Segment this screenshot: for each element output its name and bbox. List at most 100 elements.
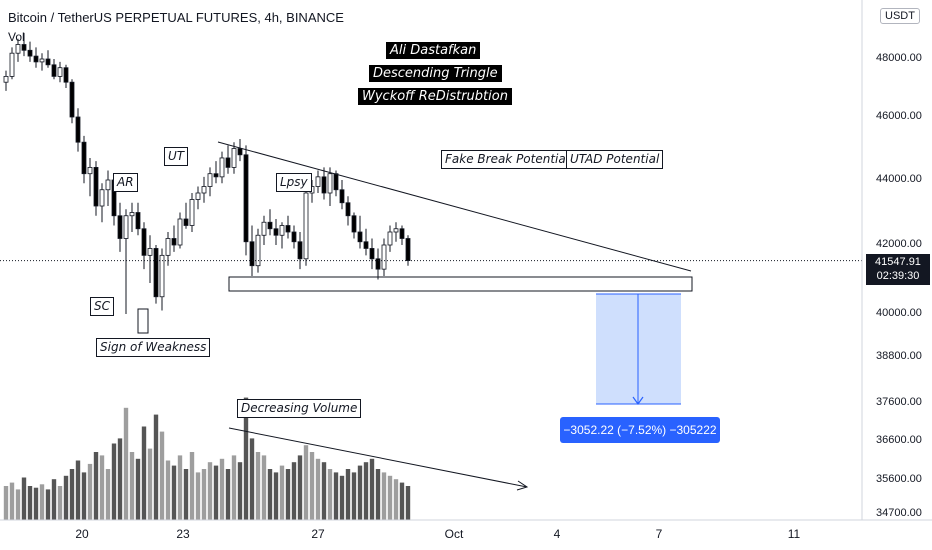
candle-body	[87, 166, 93, 175]
candle-body	[375, 258, 381, 270]
volume-bar	[231, 455, 237, 520]
candles-layer	[3, 32, 411, 314]
volume-bar	[225, 469, 231, 520]
candle-body	[357, 231, 363, 243]
volume-bar	[207, 462, 213, 520]
candle-body	[261, 221, 267, 236]
volume-arrow-head	[516, 480, 529, 491]
annotation-lpsy[interactable]: Lpsy	[276, 173, 312, 192]
volume-bar	[147, 448, 153, 520]
volume-bar	[357, 465, 363, 520]
volume-bar	[279, 465, 285, 520]
annotation-author[interactable]: Ali Dastafkan	[386, 42, 481, 59]
volume-bar	[165, 460, 171, 520]
volume-bar	[57, 486, 63, 520]
candle-body	[105, 179, 111, 191]
candle-body	[369, 248, 375, 260]
price-tick-label: 36600.00	[876, 434, 922, 446]
volume-bar	[117, 438, 123, 520]
volume-bar	[399, 482, 405, 520]
annotation-sign-of-weakness[interactable]: Sign of Weakness	[96, 338, 211, 357]
annotation-utad[interactable]: UTAD Potential	[566, 150, 664, 169]
time-tick-label: Oct	[444, 527, 464, 541]
annotation-fake-break[interactable]: Fake Break Potential	[441, 150, 574, 169]
candle-body	[129, 212, 135, 217]
annotation-ar[interactable]: AR	[113, 173, 138, 192]
candle-body	[99, 189, 105, 207]
volume-bar	[135, 458, 141, 520]
volume-bar	[105, 469, 111, 520]
candle-body	[69, 81, 75, 118]
volume-bar	[255, 452, 261, 520]
candle-body	[81, 141, 87, 175]
currency-button[interactable]: USDT	[880, 8, 920, 24]
measure-arrow-head	[632, 396, 644, 406]
volume-bar	[285, 469, 291, 520]
volume-bar	[381, 472, 387, 520]
time-tick-label: 20	[75, 527, 89, 541]
volume-bar	[153, 414, 159, 520]
price-tick-label: 46000.00	[876, 110, 922, 122]
volume-bar	[81, 472, 87, 520]
volume-label: Vol	[8, 30, 25, 44]
candle-body	[291, 231, 297, 243]
volume-bar	[333, 472, 339, 520]
volume-bar	[237, 462, 243, 520]
measure-label[interactable]: −3052.22 (−7.52%) −305222	[560, 417, 720, 443]
volume-bar	[39, 484, 45, 520]
candle-body	[249, 241, 255, 267]
candle-body	[201, 186, 207, 194]
annotation-ut[interactable]: UT	[164, 147, 189, 166]
volume-bar	[123, 407, 129, 520]
annotation-sc[interactable]: SC	[90, 297, 114, 316]
volume-bar	[309, 452, 315, 520]
price-tick-label: 37600.00	[876, 396, 922, 408]
time-tick-label: 7	[655, 527, 663, 541]
support-box	[228, 276, 693, 292]
sow-box	[137, 308, 149, 334]
candle-body	[303, 192, 309, 260]
volume-bar	[291, 462, 297, 520]
volume-bar	[51, 479, 57, 520]
candle-body	[33, 55, 39, 63]
price-tick-label: 38800.00	[876, 350, 922, 362]
candle-body	[255, 234, 261, 267]
volume-bar	[327, 469, 333, 520]
volume-bar	[213, 465, 219, 520]
volume-bar	[141, 426, 147, 520]
candle-body	[9, 52, 15, 77]
price-tick-label: 40000.00	[876, 307, 922, 319]
candle-body	[231, 148, 237, 168]
candle-body	[333, 173, 339, 191]
candle-body	[153, 248, 159, 298]
candle-body	[3, 76, 9, 83]
volume-bar	[189, 452, 195, 520]
price-tick-label: 34700.00	[876, 507, 922, 519]
annotation-method[interactable]: Wyckoff ReDistrubtion	[358, 88, 512, 105]
candle-body	[225, 157, 231, 168]
candle-body	[117, 215, 123, 239]
volume-bar	[27, 486, 33, 520]
candle-body	[93, 166, 99, 207]
decreasing-volume-line	[228, 427, 528, 488]
candle-body	[363, 241, 369, 249]
candle-body	[393, 228, 399, 233]
candle-body	[183, 218, 189, 226]
candle-body	[195, 192, 201, 200]
candle-body	[63, 67, 69, 83]
time-tick-label: 23	[176, 527, 190, 541]
candle-body	[399, 228, 405, 239]
candle-body	[219, 157, 225, 178]
annotation-decreasing-volume[interactable]: Decreasing Volume	[237, 399, 362, 418]
candle-body	[51, 64, 57, 77]
volume-bar	[363, 462, 369, 520]
volume-bar	[183, 469, 189, 520]
candle-body	[345, 202, 351, 217]
candle-body	[315, 176, 321, 187]
candle-body	[207, 173, 213, 187]
annotation-pattern[interactable]: Descending Tringle	[369, 65, 502, 82]
candle-body	[15, 44, 21, 54]
candle-body	[243, 154, 249, 243]
